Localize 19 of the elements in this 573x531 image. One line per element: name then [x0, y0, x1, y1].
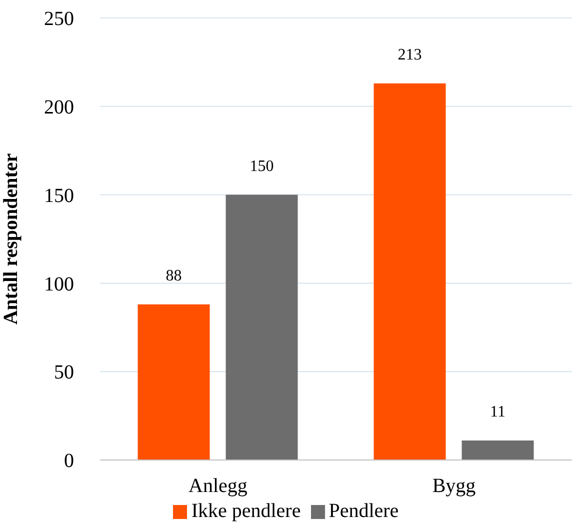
y-tick-label: 100: [44, 273, 74, 296]
data-label: 11: [490, 404, 506, 421]
y-tick-label: 50: [54, 362, 74, 384]
bar: [226, 194, 298, 460]
bar: [374, 83, 446, 460]
data-label: 150: [250, 158, 274, 175]
x-tick-label: Anlegg: [188, 475, 248, 498]
y-axis-title: Antall respondenter: [0, 153, 22, 325]
bar: [138, 304, 210, 460]
data-label: 213: [398, 46, 422, 64]
y-tick-label: 200: [44, 96, 74, 118]
y-tick-label: 150: [44, 184, 74, 207]
data-label: 88: [166, 267, 182, 284]
legend-label: Ikke pendlere: [191, 500, 301, 522]
bar: [462, 440, 534, 460]
y-tick-label: 250: [44, 8, 74, 30]
y-tick-label: 0: [64, 450, 74, 472]
x-tick-label: Bygg: [432, 475, 476, 498]
legend-label: Pendlere: [328, 500, 399, 522]
